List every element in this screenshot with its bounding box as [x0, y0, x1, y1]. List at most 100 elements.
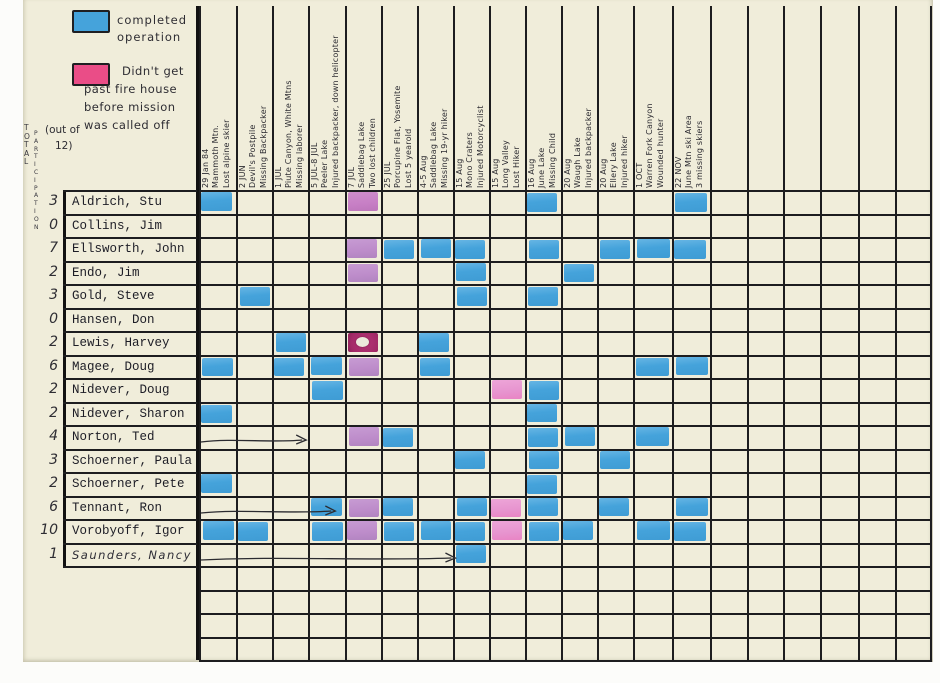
grid-cell	[635, 427, 669, 446]
column-header: 2 JUN Devil's Postpile Missing Backpacke…	[238, 105, 268, 188]
grid-vline	[858, 6, 860, 660]
row-total: 4	[49, 427, 58, 444]
grid-cell	[200, 192, 232, 211]
grid-hline	[199, 284, 932, 286]
column-header: 15 Aug Long Valley Lost Hiker	[491, 140, 521, 188]
grid-cell	[528, 451, 559, 469]
grid-cell	[383, 240, 414, 259]
handdrawn-arrow	[200, 434, 308, 445]
grid-vline	[597, 6, 599, 660]
row-name: Gold, Steve	[72, 288, 155, 303]
grid-cell	[528, 522, 559, 541]
row-name: Nidever, Doug	[72, 382, 170, 397]
row-name: Hansen, Don	[72, 312, 155, 327]
grid-cell	[599, 451, 630, 469]
grid-cell	[420, 239, 451, 258]
grid-vline	[525, 6, 527, 660]
grid-hline	[199, 472, 932, 474]
grid-vline	[783, 6, 785, 660]
name-box-hline	[63, 496, 197, 498]
grid-cell	[674, 193, 707, 212]
legend-label-aborted: Didn't get past fire house before missio…	[84, 64, 184, 132]
grid-cell	[202, 521, 234, 540]
grid-vline	[199, 6, 201, 660]
grid-cell	[311, 381, 343, 400]
grid-cell	[347, 333, 378, 352]
row-name: Endo, Jim	[72, 265, 140, 280]
grid-hline	[199, 660, 932, 662]
grid-cell	[420, 521, 451, 540]
grid-cell	[526, 475, 557, 494]
name-box-hline	[63, 566, 197, 568]
name-box-hline	[63, 284, 197, 286]
grid-cell	[673, 522, 706, 541]
grid-hline	[199, 590, 932, 592]
grid-vline	[236, 6, 238, 660]
grid-cell	[347, 192, 378, 211]
row-total: 2	[49, 333, 58, 350]
grid-hline	[199, 496, 932, 498]
grid-cell	[491, 380, 522, 399]
row-total: 3	[49, 286, 58, 303]
row-name: Lewis, Harvey	[72, 335, 170, 350]
grid-cell	[598, 498, 629, 516]
name-box-hline	[63, 190, 197, 192]
grid-cell	[200, 405, 232, 423]
column-header: 20 Aug Waugh Lake Injured backpacker	[563, 108, 593, 188]
row-total: 1	[49, 545, 58, 562]
grid-cell	[383, 522, 414, 541]
handdrawn-arrow	[200, 505, 337, 516]
axis-label-total: T O T A L	[24, 123, 30, 166]
grid-cell	[563, 264, 594, 282]
grid-vline	[672, 6, 674, 660]
column-header: 4-5 Aug Saddlebag Lake Missing 19-yr hik…	[419, 108, 449, 188]
grid-hline	[199, 214, 932, 216]
grid-cell	[528, 240, 559, 259]
grid-vline	[930, 6, 932, 660]
grid-cell	[456, 287, 487, 306]
grid-hline	[199, 566, 932, 568]
grid-cell	[455, 545, 486, 563]
grid-hline	[199, 637, 932, 639]
grid-cell	[564, 427, 595, 446]
row-total: 7	[49, 239, 58, 256]
grid-hline	[199, 449, 932, 451]
name-box-hline	[63, 402, 197, 404]
grid-vline	[895, 6, 897, 660]
grid-cell	[455, 263, 486, 281]
row-total: 6	[49, 498, 58, 515]
grid-cell	[382, 428, 413, 447]
grid-vline	[489, 6, 491, 660]
column-header: 5 JUL-8 JUL Peeler Lake Injured backpack…	[310, 35, 340, 188]
row-name: Nidever, Sharon	[72, 406, 185, 421]
row-total: 2	[49, 404, 58, 421]
grid-cell	[528, 381, 559, 400]
name-box-hline	[63, 261, 197, 263]
axis-note-out-of: (out of	[45, 124, 80, 136]
grid-hline	[199, 543, 932, 545]
grid-vline	[308, 6, 310, 660]
name-box-hline	[63, 355, 197, 357]
grid-cell	[599, 240, 630, 259]
grid-hline	[199, 378, 932, 380]
grid-cell	[201, 358, 233, 376]
grid-cell	[239, 287, 270, 306]
grid-cell	[526, 404, 557, 422]
grid-cell	[527, 287, 558, 306]
grid-vline	[710, 6, 712, 660]
row-name: Vorobyoff, Igor	[72, 523, 185, 538]
grid-cell	[419, 358, 450, 376]
column-header: 22 NOV June Mtn ski Area 3 missing skier…	[674, 115, 704, 188]
row-name: Magee, Doug	[72, 359, 155, 374]
grid-cell	[200, 474, 232, 493]
grid-cell	[526, 193, 557, 212]
grid-cell	[346, 239, 377, 258]
grid-vline	[417, 6, 419, 660]
grid-cell	[237, 522, 268, 541]
column-header: 25 JUL Porcupine Flat, Yosemite Lost 5 y…	[383, 85, 413, 188]
row-total: 2	[49, 263, 58, 280]
grid-hline	[199, 402, 932, 404]
column-header: 16 Aug June Lake Missing Child	[527, 132, 557, 188]
